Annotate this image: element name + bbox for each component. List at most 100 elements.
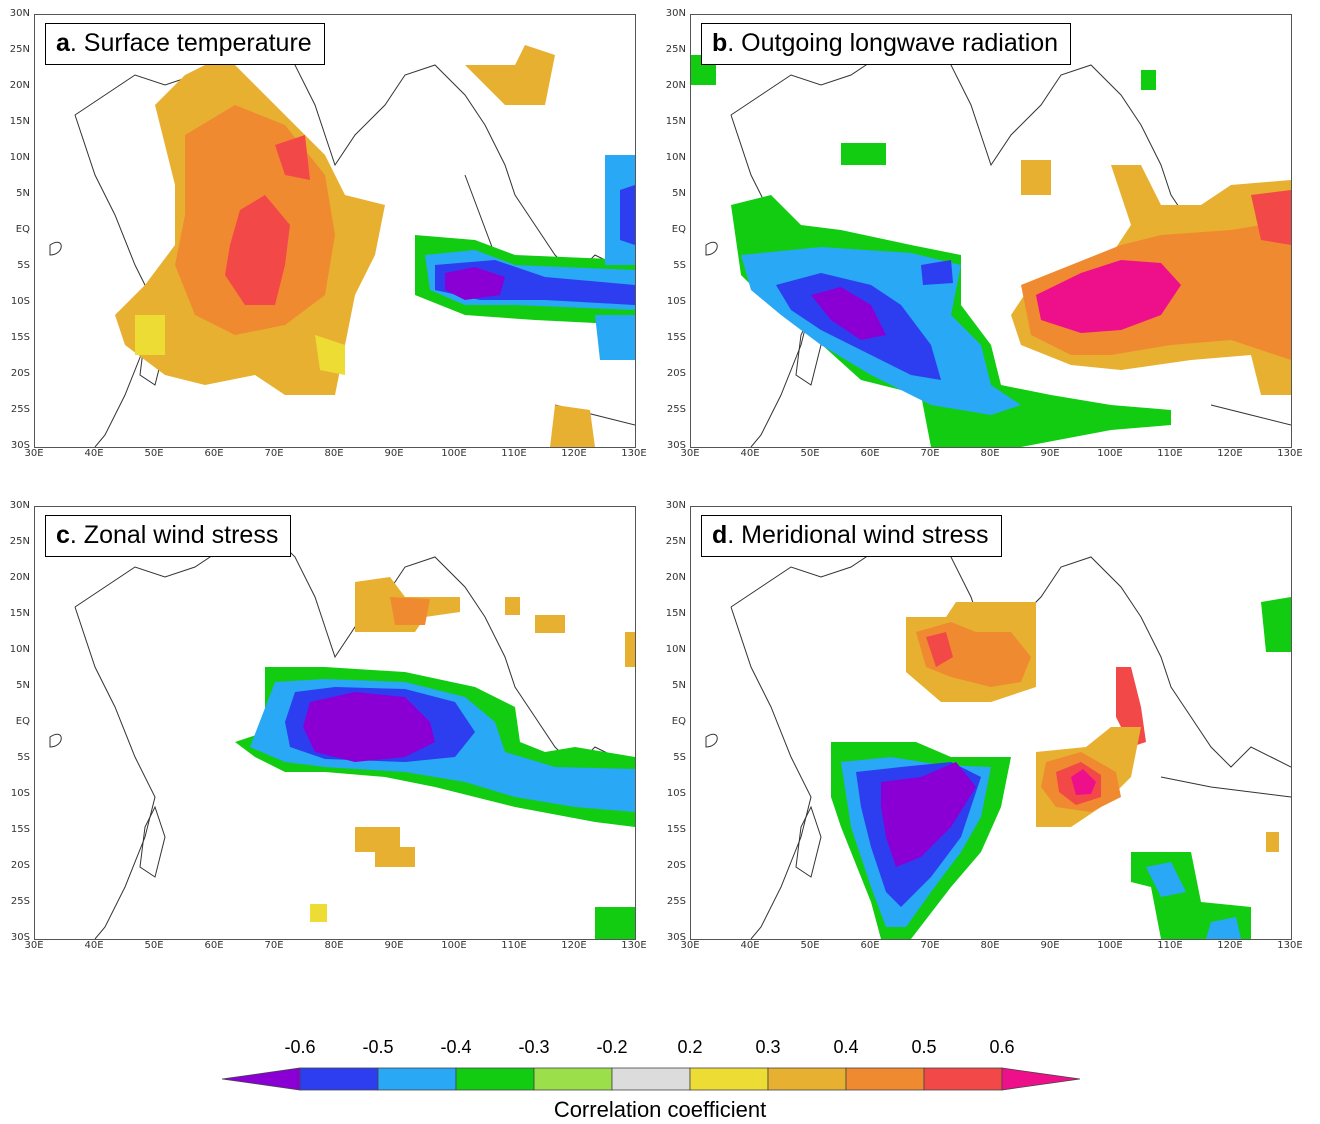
lat-tick-label: EQ [671,716,686,727]
colorbar-segment [222,1067,301,1091]
lon-tick-label: 70E [920,940,940,951]
lat-tick-label: EQ [15,716,30,727]
colorbar-tick-label: 0.6 [989,1037,1015,1057]
shaded-field [235,577,635,939]
panel-outgoing-longwave-radiation: b. Outgoing longwave radiation [690,14,1292,448]
lat-tick-label: 30N [9,8,30,19]
panel-letter: d [712,521,728,549]
lon-tick-label: 60E [204,940,224,951]
colorbar-tick-label: 0.4 [833,1037,859,1057]
lat-tick-label: 10N [9,152,30,163]
lat-tick-label: EQ [671,224,686,235]
lat-tick-label: 5S [17,260,30,271]
panel-letter: a [56,29,70,57]
lon-tick-label: 130E [1277,940,1303,951]
lat-tick-label: 5N [672,188,686,199]
lon-tick-label: 80E [980,940,1000,951]
lon-tick-label: 110E [501,940,527,951]
lat-tick-label: 30S [10,440,30,451]
lon-tick-label: 50E [144,940,164,951]
colorbar [222,1067,1081,1091]
panel-meridional-wind-stress: d. Meridional wind stress [690,506,1292,940]
lon-tick-label: 70E [920,448,940,459]
shaded-field [115,45,635,447]
lat-tick-label: 10S [10,788,30,799]
colorbar-segment [377,1067,457,1091]
lon-tick-label: 120E [1217,940,1243,951]
shaded-field [691,55,1291,447]
lat-tick-label: 25N [665,536,686,547]
lon-tick-label: 50E [800,448,820,459]
lon-tick-label: 50E [144,448,164,459]
lon-tick-label: 30E [680,940,700,951]
lon-tick-label: 40E [84,448,104,459]
lon-tick-label: 40E [740,940,760,951]
lon-tick-label: 90E [1040,448,1060,459]
lat-tick-label: 25S [10,896,30,907]
lon-tick-label: 60E [204,448,224,459]
lat-tick-label: 20S [666,368,686,379]
panel-title-d: d. Meridional wind stress [701,515,1002,557]
lat-tick-label: 15N [9,608,30,619]
colorbar-segment [299,1067,379,1091]
lat-tick-label: 10N [665,644,686,655]
panel-title-text: . Zonal wind stress [69,521,279,549]
lon-tick-label: 70E [264,940,284,951]
lat-tick-label: 25S [10,404,30,415]
colorbar-segment [611,1067,691,1091]
lat-tick-label: 30N [9,500,30,511]
lon-tick-label: 120E [561,448,587,459]
lon-tick-label: 110E [1157,448,1183,459]
lon-tick-label: 30E [680,448,700,459]
lon-tick-label: 40E [84,940,104,951]
lon-tick-label: 110E [1157,940,1183,951]
lon-tick-label: 80E [980,448,1000,459]
panel-title-text: . Outgoing longwave radiation [727,29,1059,57]
lon-tick-label: 50E [800,940,820,951]
lat-tick-label: 25S [666,404,686,415]
panel-title-text: . Meridional wind stress [727,521,989,549]
lat-tick-label: 30S [666,440,686,451]
lat-tick-label: 30N [665,500,686,511]
lat-tick-label: 20N [9,572,30,583]
shaded-field [831,597,1291,939]
lon-tick-label: 60E [860,448,880,459]
lon-tick-label: 60E [860,940,880,951]
lon-tick-label: 30E [24,940,44,951]
map-zonal-wind-stress [49,526,635,939]
lat-tick-label: 25N [9,536,30,547]
colorbar-title: Correlation coefficient [553,1097,767,1122]
panel-title-text: . Surface temperature [69,29,312,57]
panel-title-a: a. Surface temperature [45,23,325,65]
lon-tick-label: 90E [384,940,404,951]
panel-zonal-wind-stress: c. Zonal wind stress [34,506,636,940]
panel-title-c: c. Zonal wind stress [45,515,292,557]
lon-tick-label: 90E [384,448,404,459]
lon-tick-label: 100E [1097,448,1123,459]
colorbar-tick-label: 0.2 [677,1037,703,1057]
colorbar-segment [533,1067,613,1091]
lon-tick-label: 80E [324,940,344,951]
lon-tick-label: 40E [740,448,760,459]
lon-tick-label: 130E [621,448,647,459]
lat-tick-label: 20N [665,572,686,583]
lat-tick-label: 15N [9,116,30,127]
lon-tick-label: 110E [501,448,527,459]
colorbar-segment [1001,1067,1081,1091]
lat-tick-label: 25S [666,896,686,907]
panel-title-b: b. Outgoing longwave radiation [701,23,1072,65]
lat-tick-label: 15S [10,332,30,343]
lat-tick-label: 25N [9,44,30,55]
colorbar-tick-label: -0.5 [362,1037,394,1057]
lon-tick-label: 130E [621,940,647,951]
lat-tick-label: 5S [17,752,30,763]
lon-tick-label: 70E [264,448,284,459]
lon-tick-label: 100E [441,940,467,951]
colorbar-tick-label: 0.3 [755,1037,781,1057]
colorbar-tick-label: -0.4 [440,1037,472,1057]
lat-tick-label: 15N [665,116,686,127]
lat-tick-label: 20S [10,368,30,379]
lat-tick-label: 10S [666,788,686,799]
coastline [705,526,1291,939]
colorbar-tick-label: -0.2 [596,1037,628,1057]
